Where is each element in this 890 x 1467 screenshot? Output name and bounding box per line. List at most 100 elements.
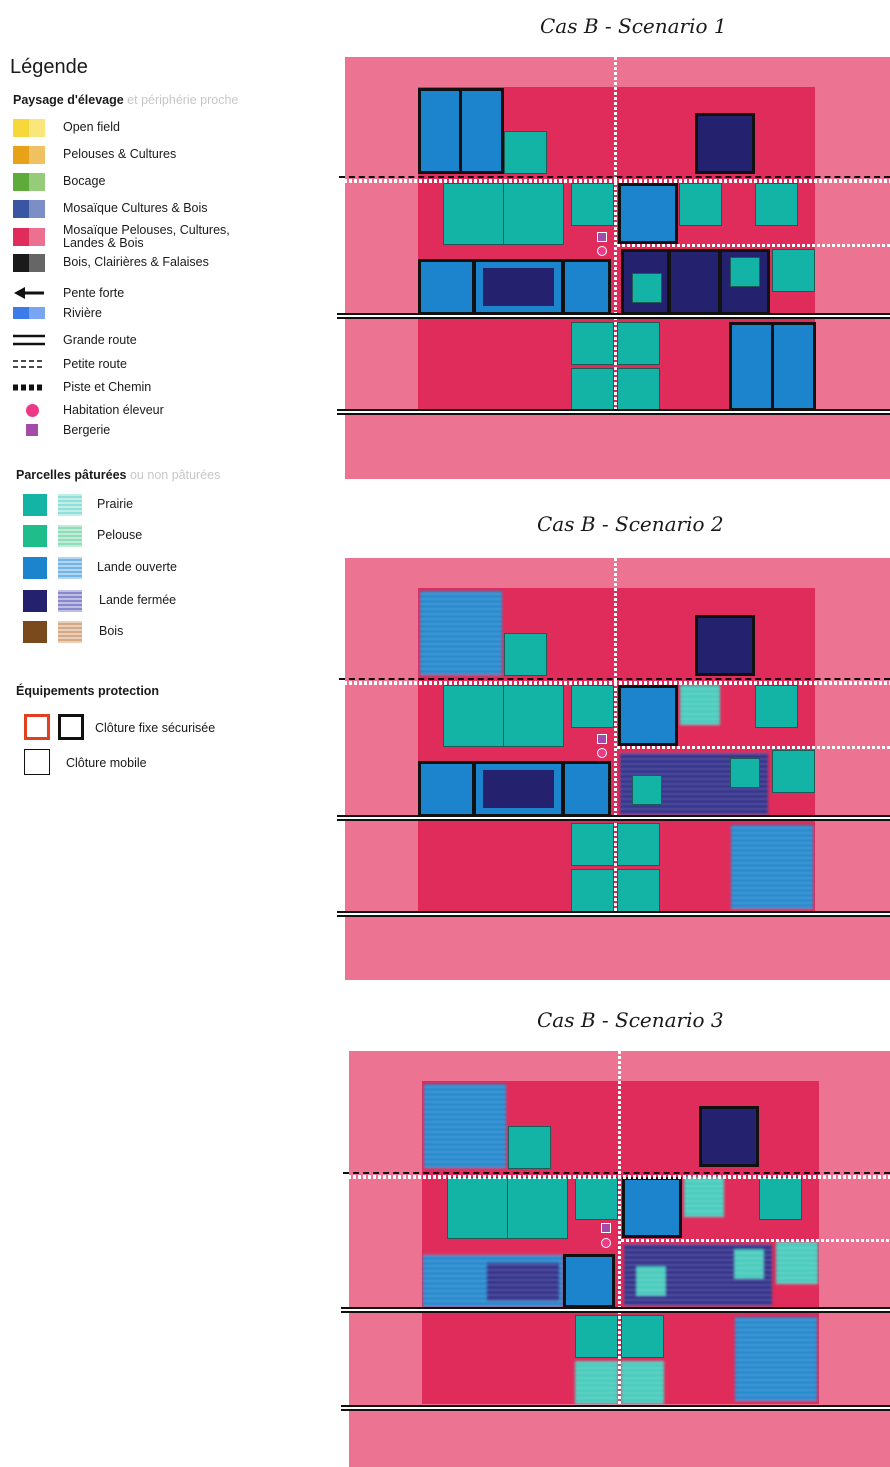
legend-label: Open field [63, 120, 120, 134]
landscape-heading: Paysage d'élevage et périphérie proche [13, 93, 238, 107]
parcel-prairie-ungrazed [575, 1361, 618, 1404]
dashed-line-icon [13, 360, 45, 368]
swatch-bois-clairieres [13, 254, 45, 272]
map-title-1: Cas B - Scenario 1 [540, 14, 727, 38]
legend-item-cloture-fixe: Clôture fixe sécurisée [0, 714, 320, 742]
legend-label: Petite route [63, 357, 127, 371]
legend-label-line1: Mosaïque Pelouses, Cultures, [63, 223, 230, 237]
legend-label: Rivière [63, 306, 102, 320]
parcel-lande-ouverte [562, 761, 611, 817]
main-road [341, 1307, 890, 1313]
legend-label: Pelouse [97, 528, 143, 542]
habitation-icon [597, 748, 607, 758]
small-road-edge [343, 1175, 890, 1179]
parcel-prairie [443, 183, 504, 245]
legend-label: Pelouses & Cultures [63, 147, 177, 161]
legend-item-lande-fermee: Lande fermée [0, 590, 320, 614]
track-vertical [614, 558, 617, 911]
parcels-heading-muted: ou non pâturées [129, 468, 221, 482]
parcel-prairie [508, 1126, 551, 1169]
habitation-icon [597, 246, 607, 256]
parcel-lande-ouverte [418, 761, 475, 817]
legend-item-pelouses-cultures: Pelouses & Cultures [0, 146, 320, 166]
parcel-prairie-ungrazed [684, 1177, 724, 1217]
red-fence-icon [24, 714, 50, 740]
landscape-heading-muted: et périphérie proche [127, 93, 239, 107]
parcel-lande-fermee [695, 615, 755, 676]
legend-item-cloture-mobile: Clôture mobile [0, 749, 320, 777]
legend-label: Clôture fixe sécurisée [95, 721, 216, 735]
legend-label: Mosaïque Cultures & Bois [63, 201, 208, 215]
parcel-prairie [503, 183, 564, 245]
legend-item-open-field: Open field [0, 119, 320, 139]
parcel-lande-ouverte [618, 685, 678, 746]
legend-label: Piste et Chemin [63, 380, 152, 394]
parcels-heading: Parcelles pâturées ou non pâturées [16, 468, 220, 482]
parcel-lande-ouverte [562, 259, 611, 315]
parcel-prairie-ungrazed [680, 685, 720, 725]
parcel-prairie [617, 823, 660, 866]
parcel-lande-fermee-ungrazed [487, 1263, 559, 1301]
parcel-lande-fermee [695, 113, 755, 174]
swatch-mosaique-pelouses [13, 228, 45, 246]
parcel-lande-fermee-inner [481, 266, 556, 308]
parcel-prairie [772, 750, 815, 793]
legend-label: Grande route [63, 333, 137, 347]
swatch-bocage [13, 173, 45, 191]
parcel-prairie [443, 685, 504, 747]
legend-item-mosaique-cultures-bois: Mosaïque Cultures & Bois [0, 200, 320, 220]
parcel-prairie [617, 869, 660, 912]
main-road [337, 815, 890, 821]
legend-item-bois-clairieres: Bois, Clairières & Falaises [0, 254, 320, 274]
swatch-lande-fermee-ungrazed [58, 590, 82, 612]
legend-label: Prairie [97, 497, 134, 511]
parcel-prairie [504, 131, 547, 174]
bergerie-icon [597, 232, 607, 242]
arrow-left-icon [14, 287, 44, 299]
landscape-heading-text: Paysage d'élevage [13, 93, 124, 107]
main-road [337, 313, 890, 319]
river-icon [13, 307, 45, 319]
legend-label: Clôture mobile [66, 756, 147, 770]
parcel-lande-fermee-inner [481, 768, 556, 810]
parcel-prairie [759, 1177, 802, 1220]
parcel-prairie [507, 1177, 568, 1239]
legend-item-bergerie: Bergerie [0, 422, 320, 442]
legend-label: Pente forte [63, 286, 125, 300]
parcel-lande-fermee [699, 1106, 759, 1167]
swatch-bois-ungrazed [58, 621, 82, 643]
track-vertical [618, 1051, 621, 1404]
habitation-icon [601, 1238, 611, 1248]
map-scenario-1 [337, 57, 890, 479]
swatch-pelouses-cultures [13, 146, 45, 164]
parcel-lande-ouverte [563, 1254, 615, 1308]
swatch-pelouse-grazed [23, 525, 47, 547]
square-icon [26, 424, 38, 436]
swatch-pelouse-ungrazed [58, 525, 82, 547]
parcel-prairie [504, 633, 547, 676]
parcel-prairie [755, 685, 798, 728]
parcel-prairie [632, 775, 662, 805]
parcel-prairie [447, 1177, 508, 1239]
main-road [337, 911, 890, 917]
legend-item-lande-ouverte: Lande ouverte [0, 557, 320, 581]
main-road [341, 1405, 890, 1411]
parcel-prairie-ungrazed [776, 1242, 818, 1284]
track-horizontal [617, 746, 890, 749]
dotted-line-icon [13, 384, 45, 391]
mobile-fence-icon [24, 749, 50, 775]
legend-item-bois: Bois [0, 621, 320, 645]
parcel-prairie [730, 257, 760, 287]
legend-item-riviere: Rivière [0, 305, 320, 325]
legend-item-bocage: Bocage [0, 173, 320, 193]
small-road [343, 1172, 890, 1174]
swatch-open-field [13, 119, 45, 137]
map-title-2: Cas B - Scenario 2 [537, 512, 724, 536]
legend-label: Bocage [63, 174, 106, 188]
parcel-prairie [571, 368, 614, 411]
legend-label: Lande fermée [99, 593, 177, 607]
swatch-lande-fermee-grazed [23, 590, 47, 612]
main-road [337, 409, 890, 415]
legend-item-prairie: Prairie [0, 494, 320, 518]
map-scenario-2 [337, 558, 890, 980]
